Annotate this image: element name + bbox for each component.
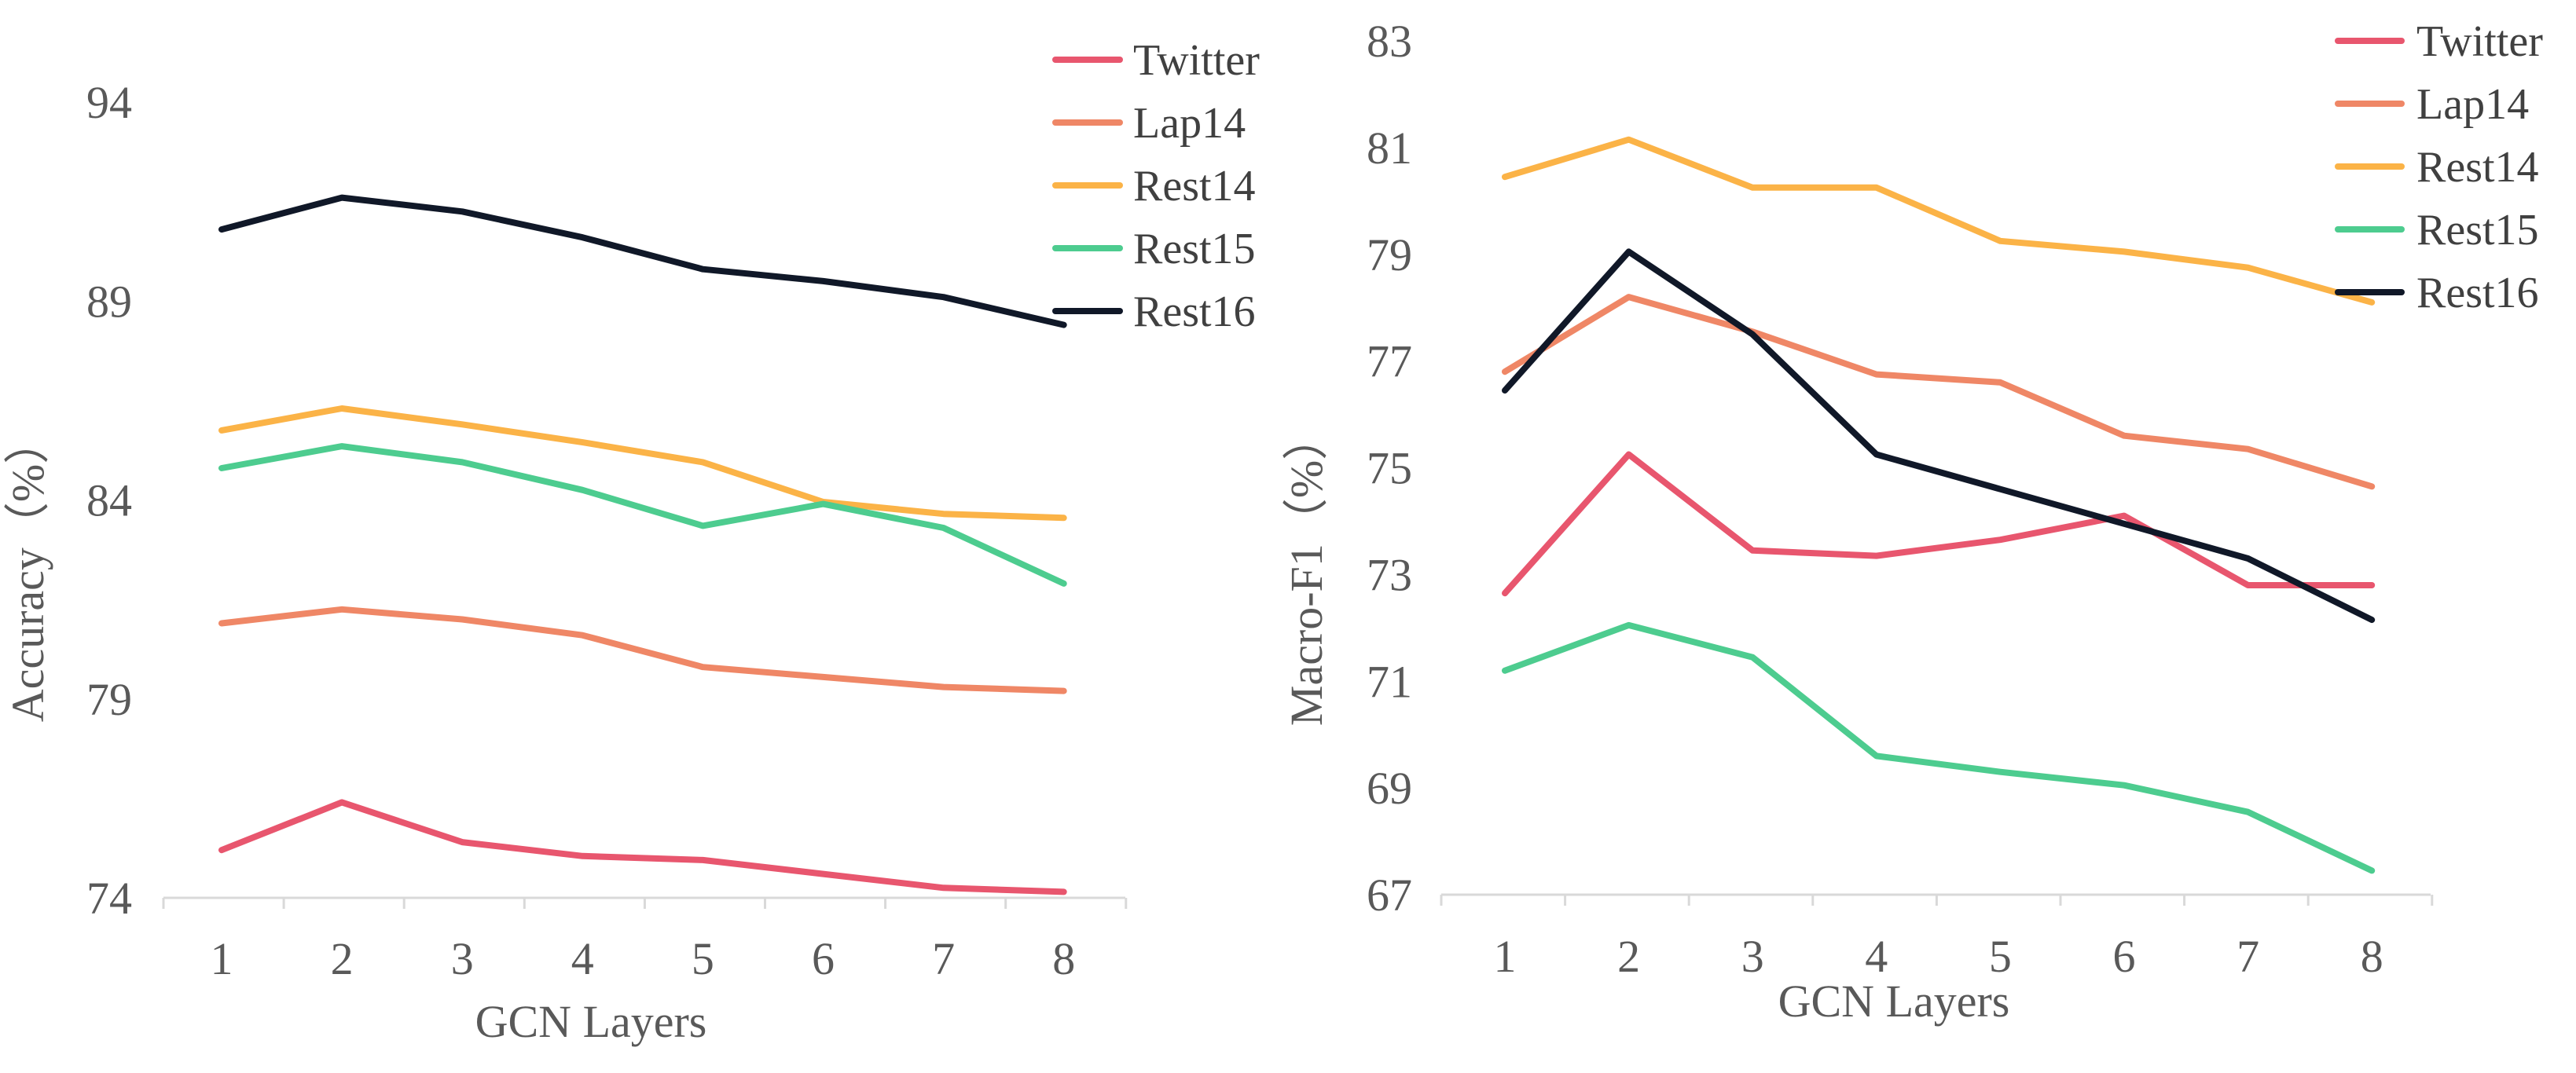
macro-f1-x-tick-label: 1 [1494, 931, 1517, 982]
legend-label: Twitter [2416, 17, 2543, 66]
macro-f1-legend: Twitter Lap14 Rest14 Rest15 Rest16 [2335, 17, 2543, 317]
macro-f1-y-tick-label: 83 [1367, 16, 1412, 67]
macro-f1-series-line-lap14 [1502, 294, 2376, 490]
accuracy-x-tick-label: 1 [211, 933, 233, 984]
macro-f1-y-tick-label: 75 [1367, 443, 1412, 494]
legend-item-twitter: Twitter [1052, 36, 1260, 85]
legend-item-lap14: Lap14 [2335, 80, 2529, 129]
legend-label: Lap14 [2416, 80, 2529, 129]
accuracy-x-tick-label: 2 [331, 933, 354, 984]
accuracy-series-line-twitter [218, 799, 1067, 895]
macro-f1-y-tick-label: 67 [1367, 870, 1412, 921]
accuracy-x-tick-label: 4 [571, 933, 594, 984]
accuracy-series-line-rest16 [218, 194, 1067, 328]
macro-f1-y-tick-label: 77 [1367, 336, 1412, 387]
accuracy-x-tick-label: 8 [1052, 933, 1075, 984]
legend-item-twitter: Twitter [2335, 17, 2543, 66]
macro-f1-y-tick-label: 81 [1367, 123, 1412, 174]
legend-label: Rest15 [1133, 225, 1256, 273]
legend-label: Rest16 [2416, 269, 2539, 317]
macro-f1-x-axis-title: GCN Layers [1778, 976, 2010, 1027]
legend-item-lap14: Lap14 [1052, 99, 1246, 148]
accuracy-legend: Twitter Lap14 Rest14 Rest15 Rest16 [1052, 36, 1260, 336]
macro-f1-y-tick-label: 71 [1367, 656, 1412, 707]
accuracy-x-tick-label: 5 [692, 933, 714, 984]
macro-f1-series-line-rest16 [1502, 248, 2376, 624]
legend-item-rest15: Rest15 [1052, 225, 1256, 273]
legend-label: Twitter [1133, 36, 1260, 85]
legend-label: Lap14 [1133, 99, 1246, 148]
legend-item-rest16: Rest16 [1052, 287, 1256, 336]
legend-label: Rest16 [1133, 287, 1256, 336]
accuracy-chart: 1 2 3 4 5 6 7 8 74 79 84 89 94 GCN Layers Accuracy（%） T… [2, 36, 1260, 1047]
macro-f1-series-line-rest14 [1502, 136, 2376, 306]
macro-f1-x-tick-label: 7 [2237, 931, 2259, 982]
legend-item-rest15: Rest15 [2335, 206, 2539, 255]
macro-f1-x-tick-label: 3 [1741, 931, 1764, 982]
legend-item-rest14: Rest14 [1052, 162, 1256, 211]
accuracy-series-line-rest15 [218, 443, 1067, 587]
macro-f1-series-line-rest15 [1502, 621, 2376, 874]
legend-label: Rest15 [2416, 206, 2539, 255]
accuracy-y-tick-label: 74 [86, 873, 132, 924]
legend-label: Rest14 [2416, 143, 2539, 192]
macro-f1-x-tick-label: 5 [1989, 931, 2012, 982]
accuracy-y-axis-title: Accuracy（%） [2, 419, 53, 723]
accuracy-x-tick-label: 7 [932, 933, 955, 984]
accuracy-x-tick-label: 6 [812, 933, 835, 984]
accuracy-x-axis-title: GCN Layers [475, 996, 707, 1047]
accuracy-series-line-lap14 [218, 606, 1067, 694]
accuracy-y-tick-label: 84 [86, 475, 132, 526]
accuracy-y-tick-label: 89 [86, 276, 132, 327]
accuracy-y-tick-label: 94 [86, 77, 132, 128]
macro-f1-y-tick-label: 73 [1367, 549, 1412, 600]
legend-item-rest16: Rest16 [2335, 269, 2539, 317]
macro-f1-x-tick-label: 8 [2361, 931, 2383, 982]
macro-f1-series-line-twitter [1502, 451, 2376, 597]
accuracy-x-tick-label: 3 [451, 933, 474, 984]
macro-f1-y-tick-label: 79 [1367, 229, 1412, 280]
macro-f1-x-tick-label: 2 [1617, 931, 1640, 982]
legend-label: Rest14 [1133, 162, 1256, 211]
macro-f1-x-tick-label: 6 [2113, 931, 2136, 982]
macro-f1-y-tick-label: 69 [1367, 763, 1412, 814]
legend-item-rest14: Rest14 [2335, 143, 2539, 192]
accuracy-y-tick-label: 79 [86, 674, 132, 725]
accuracy-series-line-rest14 [218, 405, 1067, 522]
macro-f1-y-axis-title: Macro-F1（%） [1281, 415, 1332, 726]
macro-f1-x-tick-label: 4 [1865, 931, 1888, 982]
